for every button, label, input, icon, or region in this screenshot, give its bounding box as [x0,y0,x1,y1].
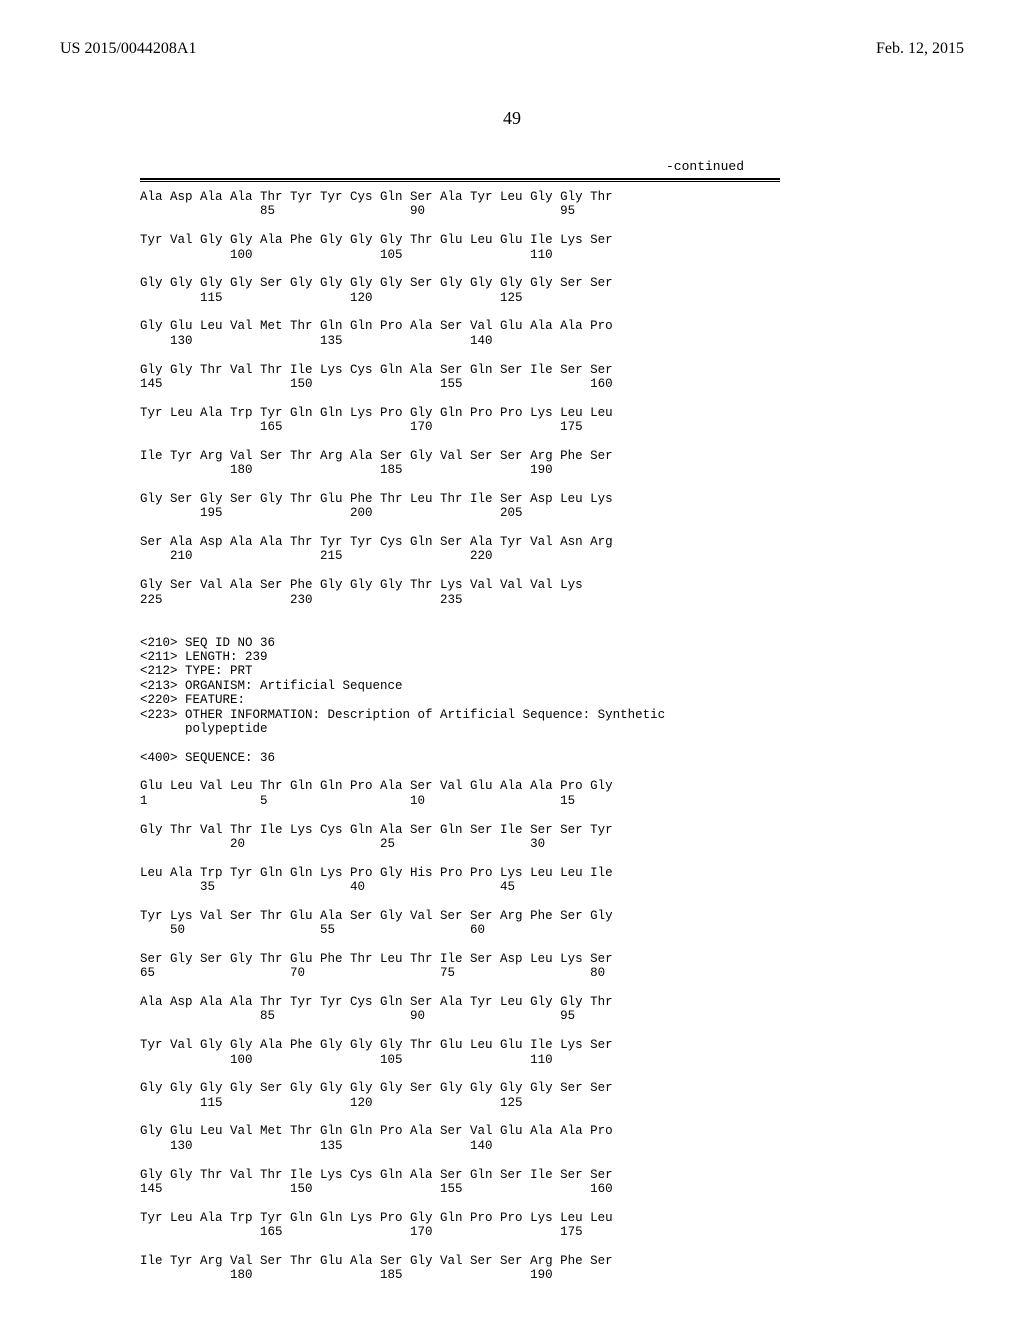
publication-number: US 2015/0044208A1 [60,40,196,58]
sequence-container: Ala Asp Ala Ala Thr Tyr Tyr Cys Gln Ser … [140,178,780,1291]
sequence-listing: Ala Asp Ala Ala Thr Tyr Tyr Cys Gln Ser … [140,190,780,1291]
publication-date: Feb. 12, 2015 [876,40,964,58]
page-number: 49 [60,108,964,129]
header: US 2015/0044208A1 Feb. 12, 2015 [60,40,964,58]
continued-label: -continued [60,159,964,174]
horizontal-rule [140,178,780,182]
page-container: US 2015/0044208A1 Feb. 12, 2015 49 -cont… [0,0,1024,1331]
